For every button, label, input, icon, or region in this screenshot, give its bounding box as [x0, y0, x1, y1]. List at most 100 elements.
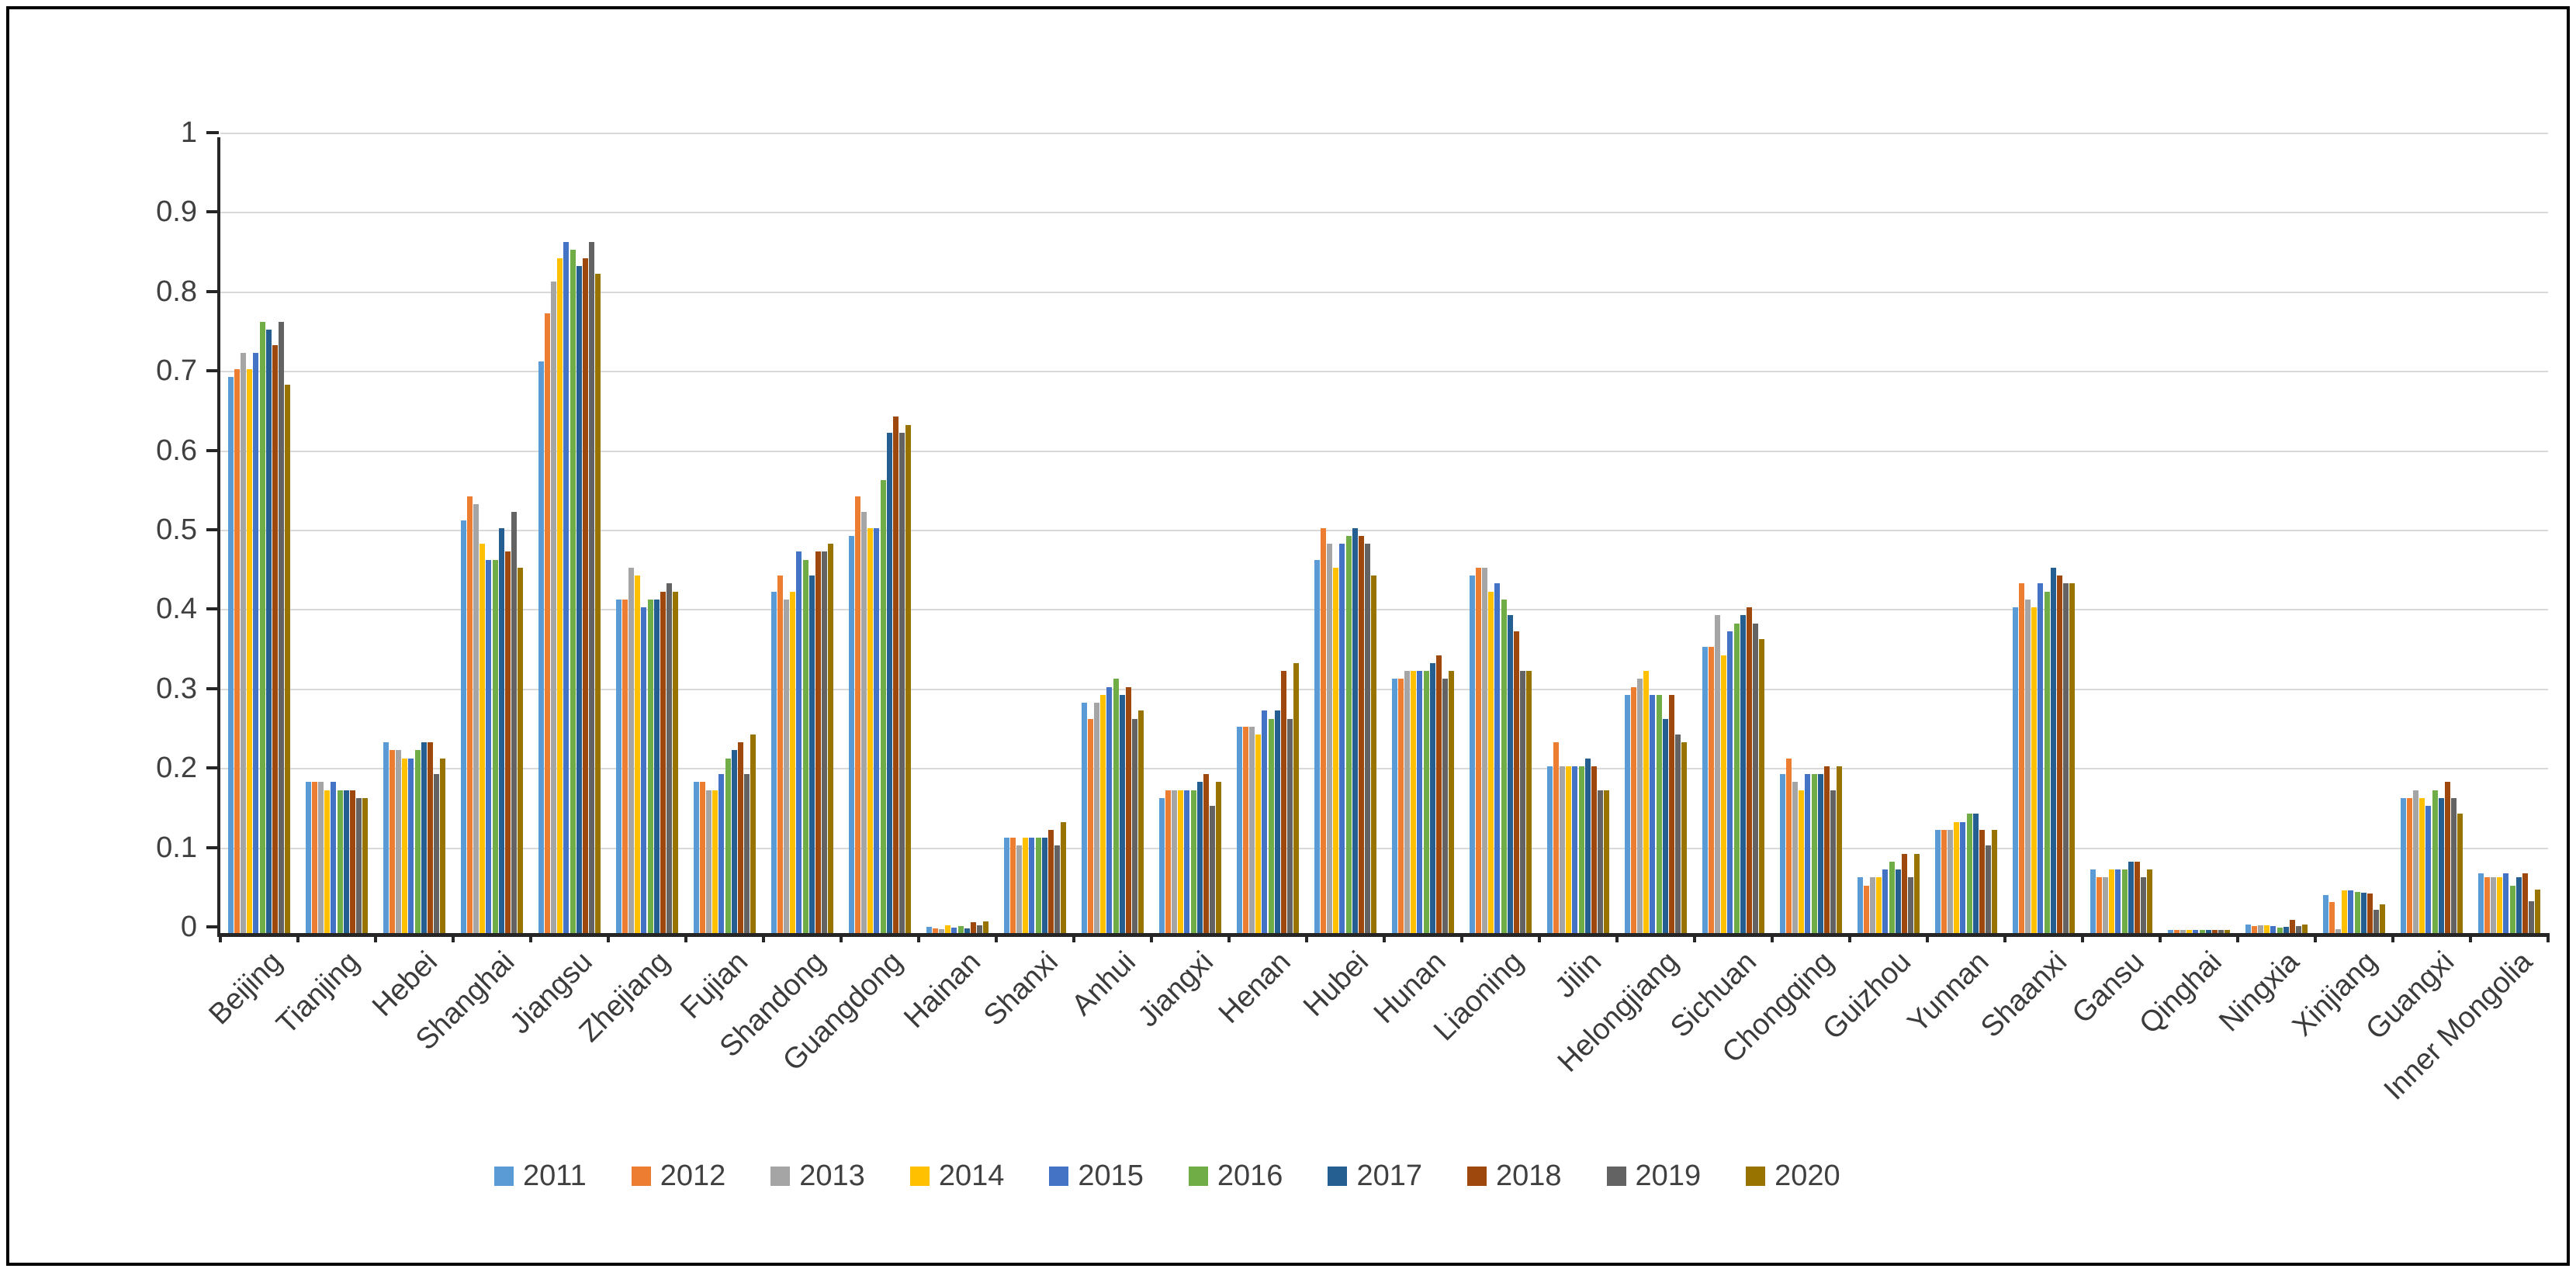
- bar: [718, 774, 725, 933]
- legend-swatch: [1188, 1166, 1208, 1186]
- bar: [414, 750, 421, 933]
- bar: [2438, 797, 2444, 933]
- bar: [2103, 877, 2109, 933]
- bar: [2425, 806, 2432, 933]
- bar: [1863, 885, 1869, 933]
- legend-item-2013: 2013: [770, 1159, 865, 1193]
- bar: [434, 774, 440, 933]
- bar-group-shandong: [763, 139, 841, 933]
- x-axis-label: Hainan: [897, 945, 987, 1035]
- bar: [2128, 861, 2134, 933]
- bar: [1721, 655, 1727, 933]
- bar: [822, 551, 828, 933]
- bar: [2444, 782, 2450, 933]
- bar: [1598, 790, 1604, 933]
- x-axis-tick: [296, 933, 299, 942]
- x-axis-label: Anhui: [1065, 945, 1142, 1022]
- y-axis-tick-label: 0.2: [156, 752, 197, 784]
- bar: [867, 527, 874, 933]
- bar: [892, 417, 898, 933]
- plot-area: [220, 139, 2548, 933]
- x-axis-tick: [374, 933, 377, 942]
- bar: [272, 345, 278, 933]
- bar-group-guangxi: [2393, 139, 2470, 933]
- legend-label: 2020: [1774, 1160, 1840, 1192]
- bar: [2096, 877, 2102, 933]
- bar: [2509, 885, 2515, 933]
- x-axis-tick: [1305, 933, 1308, 942]
- bar: [1857, 877, 1863, 933]
- bar: [1435, 655, 1442, 933]
- bar: [1908, 877, 1914, 933]
- bar: [1035, 838, 1041, 933]
- bar: [511, 512, 518, 933]
- bar-group-shaanxi: [2005, 139, 2083, 933]
- bar: [1708, 647, 1714, 933]
- bar: [1003, 838, 1009, 933]
- bar: [504, 551, 511, 933]
- bar: [2302, 924, 2308, 933]
- bar: [1469, 576, 1475, 933]
- bar: [2193, 929, 2199, 933]
- bar: [2141, 877, 2147, 933]
- bar: [1482, 567, 1488, 933]
- bar: [951, 927, 957, 933]
- bar: [2296, 925, 2302, 933]
- bar: [544, 313, 550, 933]
- bar: [706, 790, 712, 933]
- bar: [570, 250, 576, 933]
- bar: [486, 559, 492, 933]
- bar: [641, 607, 647, 933]
- bar: [1624, 694, 1630, 933]
- bar: [1352, 527, 1358, 933]
- bar: [1972, 814, 1979, 933]
- bar: [1740, 615, 1746, 933]
- bar: [926, 926, 932, 933]
- bar: [1488, 591, 1494, 933]
- bar: [1280, 671, 1286, 933]
- x-axis-tick: [1460, 933, 1463, 942]
- bar: [466, 496, 473, 933]
- bar: [362, 797, 369, 933]
- bar: [551, 282, 557, 933]
- bar: [1236, 726, 1242, 933]
- bar: [2173, 929, 2180, 933]
- bar: [2535, 889, 2541, 933]
- bar: [557, 258, 563, 933]
- y-axis-tick: [206, 766, 219, 769]
- bar-group-henan: [1229, 139, 1307, 933]
- bar: [589, 242, 595, 933]
- bar: [1759, 639, 1765, 933]
- bar: [770, 591, 777, 933]
- bar: [1823, 766, 1830, 933]
- bar: [2270, 925, 2277, 933]
- bar: [311, 782, 317, 933]
- bar: [1417, 671, 1423, 933]
- legend-item-2016: 2016: [1188, 1159, 1283, 1193]
- bar: [725, 758, 731, 933]
- bar: [2451, 797, 2457, 933]
- bar: [2367, 893, 2373, 933]
- bar: [1746, 607, 1752, 933]
- bar: [1178, 790, 1184, 933]
- bar: [1210, 806, 1216, 933]
- legend-item-2012: 2012: [631, 1159, 725, 1193]
- x-axis-label: Shanxi: [977, 945, 1065, 1032]
- bar: [1358, 536, 1364, 933]
- bar: [1320, 527, 1326, 933]
- legend-swatch: [1049, 1166, 1069, 1186]
- bar: [1132, 718, 1138, 933]
- bar: [421, 742, 427, 933]
- bar-group-chongqing: [1772, 139, 1850, 933]
- bar: [1553, 742, 1559, 933]
- bar: [2018, 583, 2024, 933]
- bar: [1100, 694, 1106, 933]
- bar: [1630, 686, 1636, 933]
- bar: [2109, 869, 2115, 933]
- x-axis-tick: [2003, 933, 2006, 942]
- bar: [2063, 583, 2069, 933]
- bar: [1268, 718, 1274, 933]
- x-axis-tick: [219, 933, 222, 942]
- bar: [2225, 929, 2231, 933]
- bar: [1901, 853, 1907, 933]
